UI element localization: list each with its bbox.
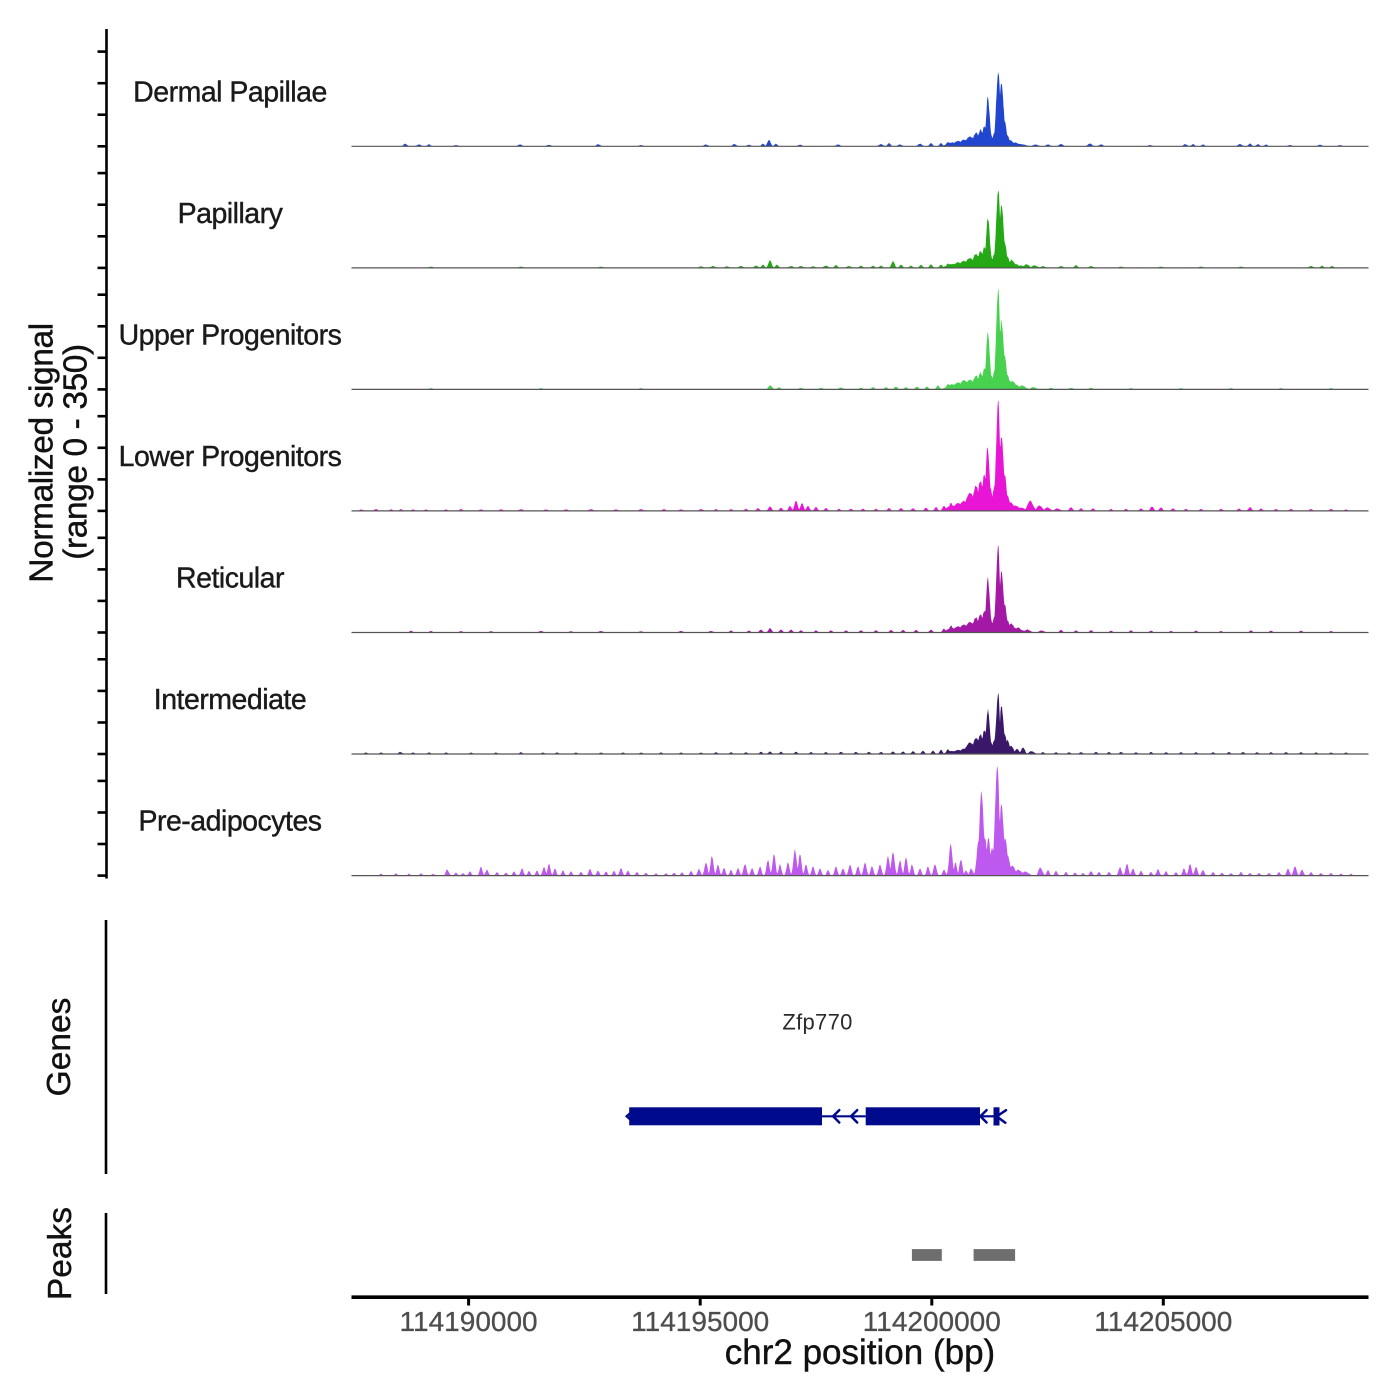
svg-text:Pre-adipocytes: Pre-adipocytes: [138, 806, 321, 838]
svg-text:Reticular: Reticular: [176, 563, 285, 595]
svg-text:Normalized signal: Normalized signal: [24, 323, 61, 582]
svg-text:(range 0 - 350): (range 0 - 350): [58, 344, 95, 560]
svg-text:Peaks: Peaks: [42, 1207, 79, 1300]
svg-text:Zfp770: Zfp770: [782, 1010, 852, 1035]
svg-text:114190000: 114190000: [400, 1306, 538, 1337]
svg-text:Papillary: Papillary: [178, 198, 284, 230]
svg-text:Genes: Genes: [41, 998, 78, 1097]
svg-text:Intermediate: Intermediate: [154, 684, 306, 716]
svg-text:114195000: 114195000: [631, 1306, 769, 1337]
svg-text:chr2 position (bp): chr2 position (bp): [725, 1333, 995, 1372]
svg-text:Lower Progenitors: Lower Progenitors: [119, 441, 342, 473]
svg-text:114205000: 114205000: [1094, 1306, 1232, 1337]
svg-text:Dermal Papillae: Dermal Papillae: [133, 77, 327, 109]
svg-text:Upper Progenitors: Upper Progenitors: [119, 320, 342, 352]
svg-text:114200000: 114200000: [863, 1306, 1001, 1337]
